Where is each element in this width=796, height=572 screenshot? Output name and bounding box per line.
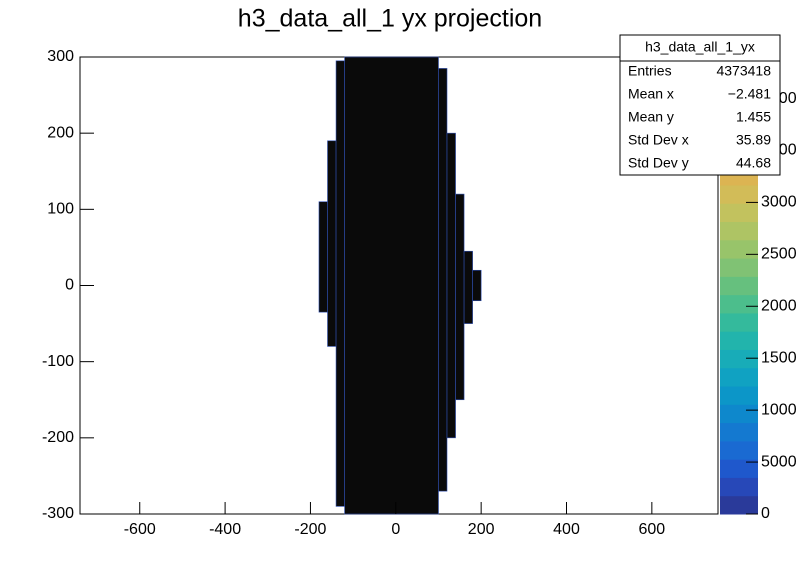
stats-key: Mean x <box>628 86 674 102</box>
y-tick-label: 300 <box>47 48 74 65</box>
z-tick-label: 0 <box>761 505 770 522</box>
chart-title: h3_data_all_1 yx projection <box>238 5 542 33</box>
cell-column <box>438 68 448 492</box>
cell-column <box>455 193 465 401</box>
x-tick-label: 0 <box>391 521 400 538</box>
palette-band <box>720 422 758 442</box>
stats-value: 4373418 <box>716 63 771 79</box>
y-tick-label: 100 <box>47 201 74 218</box>
z-tick-label: 25000 <box>761 246 796 263</box>
cell-column <box>335 60 345 507</box>
stats-value: −2.481 <box>728 86 771 102</box>
palette-band <box>720 331 758 350</box>
y-tick-label: -100 <box>42 353 74 370</box>
palette-band <box>720 258 758 277</box>
cell-column <box>463 250 473 324</box>
cell-column <box>318 201 328 313</box>
palette-band <box>720 349 758 369</box>
x-tick-label: 400 <box>553 521 580 538</box>
stats-value: 44.68 <box>736 155 771 171</box>
stats-key: Std Dev x <box>628 132 689 148</box>
stats-key: Std Dev y <box>628 155 689 171</box>
stats-key: Entries <box>628 63 672 79</box>
z-tick-label: 20000 <box>761 297 796 314</box>
palette-band <box>720 184 758 204</box>
stats-value: 35.89 <box>736 132 771 148</box>
stats-value: 1.455 <box>736 109 771 125</box>
x-tick-label: 600 <box>639 521 666 538</box>
y-tick-label: -200 <box>42 429 74 446</box>
palette-band <box>720 239 758 259</box>
z-tick-label: 10000 <box>761 401 796 418</box>
stats-title: h3_data_all_1_yx <box>645 39 755 55</box>
palette-band <box>720 294 758 314</box>
palette-band <box>720 221 758 241</box>
x-tick-label: -400 <box>209 521 241 538</box>
palette-band <box>720 459 758 478</box>
cell-column <box>327 140 337 347</box>
palette-band <box>720 386 758 405</box>
cell-column <box>446 132 456 439</box>
palette-band <box>720 312 758 332</box>
palette-band <box>720 404 758 424</box>
y-tick-label: 0 <box>65 277 74 294</box>
palette-band <box>720 203 758 223</box>
stats-box: h3_data_all_1_yx Entries 4373418 Mean x −2.4… <box>619 34 781 176</box>
palette-band <box>720 440 758 460</box>
z-tick-label: 5000 <box>761 453 796 470</box>
x-tick-label: -200 <box>294 521 326 538</box>
x-tick-label: -600 <box>124 521 156 538</box>
cell-column <box>472 269 482 302</box>
stats-key: Mean y <box>628 109 674 125</box>
y-tick-label: 200 <box>47 124 74 141</box>
x-tick-label: 200 <box>468 521 495 538</box>
stats-frame <box>619 34 781 176</box>
cell-column <box>344 56 439 515</box>
z-tick-label: 15000 <box>761 349 796 366</box>
palette-band <box>720 477 758 497</box>
y-tick-label: -300 <box>42 505 74 522</box>
palette-band <box>720 276 758 296</box>
palette-band <box>720 367 758 387</box>
z-tick-label: 30000 <box>761 194 796 211</box>
palette-band <box>720 495 758 515</box>
